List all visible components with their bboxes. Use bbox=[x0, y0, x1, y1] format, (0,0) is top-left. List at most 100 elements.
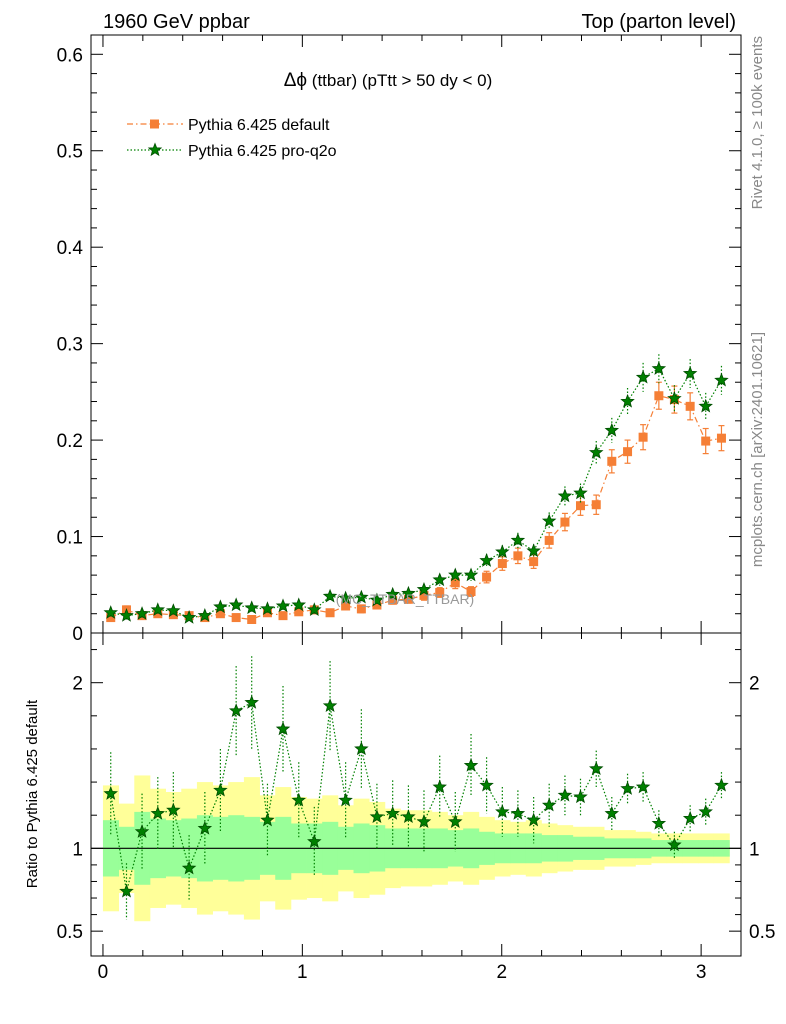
ratio-point bbox=[134, 824, 150, 838]
ratio-y-tick-label: 0.5 bbox=[57, 922, 83, 943]
pro-q2o-point bbox=[244, 600, 259, 615]
pro-q2o-point bbox=[495, 544, 510, 559]
default-point bbox=[403, 594, 413, 604]
legend-entry-default: Pythia 6.425 default bbox=[127, 117, 330, 134]
ratio-point bbox=[385, 805, 400, 820]
header-right: Top (parton level) bbox=[581, 11, 736, 33]
ratio-point bbox=[338, 792, 353, 807]
ratio-frame bbox=[90, 632, 742, 957]
default-point bbox=[544, 535, 554, 545]
ratio-point bbox=[604, 805, 620, 820]
ratio-y-tick-label: 2 bbox=[72, 674, 83, 695]
ratio-panel: 0.5 0.5 1 1 2 2 Ratio to Pythia 6.425 default bbox=[24, 632, 775, 957]
pro-q2o-point bbox=[416, 581, 432, 596]
ratio-point bbox=[291, 792, 306, 807]
pro-q2o-point bbox=[260, 601, 275, 616]
ratio-point bbox=[432, 779, 447, 794]
default-point bbox=[685, 401, 695, 411]
default-point bbox=[325, 608, 335, 618]
ratio-point bbox=[463, 757, 479, 772]
ratio-point bbox=[541, 797, 557, 812]
pro-q2o-point bbox=[635, 369, 651, 384]
pro-q2o-point bbox=[573, 485, 588, 500]
pro-q2o-point bbox=[557, 488, 573, 503]
default-point bbox=[575, 501, 585, 511]
ratio-point bbox=[119, 883, 134, 898]
series-default-line bbox=[110, 394, 722, 621]
default-point bbox=[482, 572, 492, 582]
pro-q2o-point bbox=[448, 567, 463, 582]
pro-q2o-point bbox=[589, 445, 604, 459]
ratio-point bbox=[275, 721, 291, 736]
pro-q2o-point bbox=[604, 422, 620, 437]
default-point bbox=[435, 587, 445, 597]
legend-square-marker bbox=[150, 119, 159, 129]
legend-star-marker bbox=[147, 142, 163, 157]
default-point bbox=[231, 613, 241, 623]
ratio-point bbox=[166, 802, 181, 817]
default-point bbox=[513, 551, 523, 561]
pro-q2o-point bbox=[698, 398, 713, 413]
default-point bbox=[623, 447, 633, 457]
default-point bbox=[450, 578, 460, 588]
default-point bbox=[294, 607, 304, 617]
default-point bbox=[419, 590, 429, 600]
pro-q2o-point bbox=[103, 605, 118, 619]
legend-label-pro-q2o: Pythia 6.425 pro-q2o bbox=[188, 143, 337, 160]
default-point bbox=[372, 600, 382, 610]
ratio-point bbox=[635, 779, 651, 794]
ratio-point bbox=[416, 814, 432, 828]
watermark: (MC_TTBAR_TTBAR) bbox=[336, 591, 474, 607]
ratio-point bbox=[401, 809, 416, 824]
pro-q2o-point bbox=[714, 372, 729, 387]
pro-q2o-point bbox=[479, 553, 494, 567]
pro-q2o-point bbox=[463, 567, 479, 582]
legend-label-default: Pythia 6.425 default bbox=[188, 117, 330, 134]
ratio-point bbox=[354, 741, 369, 756]
legend-entry-pro-q2o: Pythia 6.425 pro-q2o bbox=[127, 142, 337, 160]
pro-q2o-point bbox=[119, 608, 134, 622]
legend: Pythia 6.425 default Pythia 6.425 pro-q2… bbox=[127, 117, 337, 160]
ratio-point bbox=[682, 810, 698, 825]
y-tick-label: 0.4 bbox=[57, 238, 84, 259]
y-tick-label: 0.1 bbox=[57, 528, 83, 549]
ratio-point bbox=[228, 703, 244, 718]
pro-q2o-point bbox=[667, 391, 682, 405]
pro-q2o-point bbox=[620, 393, 635, 408]
ratio-point bbox=[526, 812, 541, 827]
pro-q2o-point bbox=[291, 597, 306, 612]
default-point bbox=[388, 595, 398, 605]
pro-q2o-point bbox=[354, 589, 369, 604]
x-tick-label: 0 bbox=[98, 962, 109, 983]
y-tick-label: 0.2 bbox=[57, 431, 83, 452]
x-tick-label: 1 bbox=[297, 962, 308, 983]
series-pro-q2o-line bbox=[110, 367, 723, 619]
pro-q2o-point bbox=[338, 590, 353, 605]
pro-q2o-point bbox=[682, 365, 698, 380]
default-point bbox=[356, 604, 366, 614]
default-point bbox=[638, 432, 648, 442]
default-point bbox=[215, 609, 225, 619]
ratio-point bbox=[510, 805, 526, 820]
plot-title: Δϕ (ttbar) (pTtt > 50 dy < 0) bbox=[284, 70, 493, 91]
pro-q2o-point bbox=[369, 592, 385, 607]
pro-q2o-point bbox=[526, 543, 541, 558]
y-tick-label: 0.5 bbox=[57, 142, 83, 163]
y-tick-label: 0 bbox=[72, 624, 83, 645]
pro-q2o-point bbox=[150, 602, 166, 617]
pro-q2o-point bbox=[197, 608, 213, 622]
header-left: 1960 GeV ppbar bbox=[103, 11, 250, 33]
default-point bbox=[341, 601, 351, 611]
default-point bbox=[497, 559, 507, 569]
ratio-point bbox=[714, 777, 729, 792]
default-point bbox=[466, 587, 476, 597]
pro-q2o-point bbox=[432, 572, 447, 587]
x-tick-label: 2 bbox=[496, 962, 507, 983]
pro-q2o-point bbox=[181, 609, 197, 624]
ratio-y-tick-label-right: 1 bbox=[749, 839, 760, 860]
ratio-point bbox=[651, 815, 667, 830]
default-point bbox=[247, 614, 257, 624]
default-point bbox=[654, 391, 664, 401]
default-point bbox=[716, 433, 726, 443]
